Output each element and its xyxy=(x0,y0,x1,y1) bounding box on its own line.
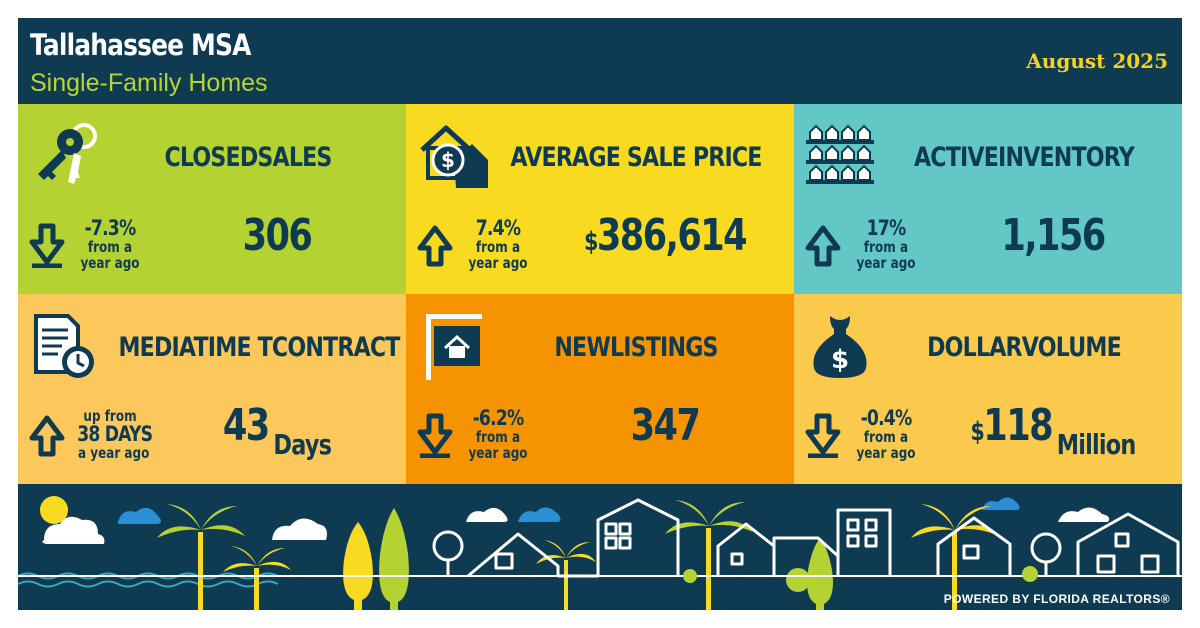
value-number: 1,156 xyxy=(1001,210,1106,261)
value-unit: Days xyxy=(273,428,332,461)
tile-new-listings: NEWLISTINGS -6.2% from a year ago 347 xyxy=(406,294,794,484)
metric-value: 347 xyxy=(578,400,752,451)
up-arrow-icon xyxy=(804,222,842,268)
header: Tallahassee MSA Single-Family Homes Augu… xyxy=(18,18,1182,104)
change-note-2: year ago xyxy=(468,444,528,462)
tile-title: ACTIVEINVENTORY xyxy=(913,142,1135,173)
cityscape-illustration: POWERED BY FLORIDA REALTORS® xyxy=(18,484,1182,610)
change-block: -6.2% from a year ago xyxy=(458,408,538,461)
infographic-frame: Tallahassee MSA Single-Family Homes Augu… xyxy=(18,18,1182,610)
value-number: 347 xyxy=(630,400,701,451)
row-houses-icon xyxy=(804,120,876,192)
change-block: 7.4% from a year ago xyxy=(458,218,538,271)
down-arrow-icon xyxy=(804,412,842,458)
change-note-1: from a xyxy=(475,238,521,256)
change-block: -7.3% from a year ago xyxy=(70,218,150,271)
money-bag-icon: $ xyxy=(804,310,876,382)
svg-text:$: $ xyxy=(831,345,849,375)
market-title: Tallahassee MSA xyxy=(30,28,251,62)
change-block: -0.4% from a year ago xyxy=(846,408,926,461)
value-number: 118 xyxy=(983,400,1053,451)
change-note-1: from a xyxy=(475,428,521,446)
down-arrow-icon xyxy=(28,222,66,268)
tile-title: DOLLARVOLUME xyxy=(927,332,1122,363)
powered-by-label: POWERED BY FLORIDA REALTORS® xyxy=(943,592,1170,606)
value-number: 306 xyxy=(242,210,313,261)
value-number: 43 xyxy=(222,400,270,451)
change-percent: -7.3% xyxy=(84,216,137,240)
change-note-2: year ago xyxy=(80,254,140,272)
change-note-2: year ago xyxy=(856,254,916,272)
tile-closed-sales: CLOSEDSALES -7.3% from a year ago 306 xyxy=(18,104,406,294)
svg-text:$: $ xyxy=(441,148,455,172)
keys-icon xyxy=(28,120,100,192)
change-note-1: from a xyxy=(87,238,133,256)
change-note-2: a year ago xyxy=(78,444,150,462)
value-unit: Million xyxy=(1056,428,1137,461)
change-percent: 17% xyxy=(866,216,907,240)
tile-dollar-volume: $ DOLLARVOLUME -0.4% from a year ago $11… xyxy=(794,294,1182,484)
tile-title: NEWLISTINGS xyxy=(554,332,718,363)
value-currency: $ xyxy=(970,417,984,447)
metric-value: 1,156 xyxy=(966,210,1140,261)
change-percent: 7.4% xyxy=(475,216,521,240)
metric-value: 43 Days xyxy=(190,400,364,461)
report-date: August 2025 xyxy=(1026,49,1168,73)
value-number: 386,614 xyxy=(596,210,748,261)
change-block: up from 38 DAYS a year ago xyxy=(70,407,153,462)
change-days: 38 DAYS xyxy=(77,422,153,446)
change-note-2: year ago xyxy=(468,254,528,272)
tile-title: AVERAGE SALE PRICE xyxy=(510,142,762,173)
down-arrow-icon xyxy=(416,412,454,458)
tile-title: MEDIATIME TCONTRACT xyxy=(118,332,400,363)
metric-value: 306 xyxy=(190,210,364,261)
market-subtitle: Single-Family Homes xyxy=(30,69,268,97)
up-arrow-icon xyxy=(28,412,66,458)
document-clock-icon xyxy=(28,310,100,382)
house-dollar-icon: $ xyxy=(416,120,488,192)
metric-value: $386,614 xyxy=(578,210,752,261)
change-percent: -6.2% xyxy=(472,406,525,430)
change-note-1: from a xyxy=(863,428,909,446)
value-currency: $ xyxy=(584,227,598,257)
change-note-1: from a xyxy=(863,238,909,256)
change-percent: -0.4% xyxy=(860,406,913,430)
house-sign-icon xyxy=(416,310,488,382)
tile-average-sale-price: $ AVERAGE SALE PRICE 7.4% from a year ag… xyxy=(406,104,794,294)
change-note-2: year ago xyxy=(856,444,916,462)
tile-active-inventory: ACTIVEINVENTORY 17% from a year ago 1,15… xyxy=(794,104,1182,294)
tile-median-time-to-contract: MEDIATIME TCONTRACT up from 38 DAYS a ye… xyxy=(18,294,406,484)
metric-value: $118 Million xyxy=(966,400,1140,461)
tile-title: CLOSEDSALES xyxy=(164,142,332,173)
up-arrow-icon xyxy=(416,222,454,268)
change-block: 17% from a year ago xyxy=(846,218,926,271)
change-note-0: up from xyxy=(83,407,137,425)
